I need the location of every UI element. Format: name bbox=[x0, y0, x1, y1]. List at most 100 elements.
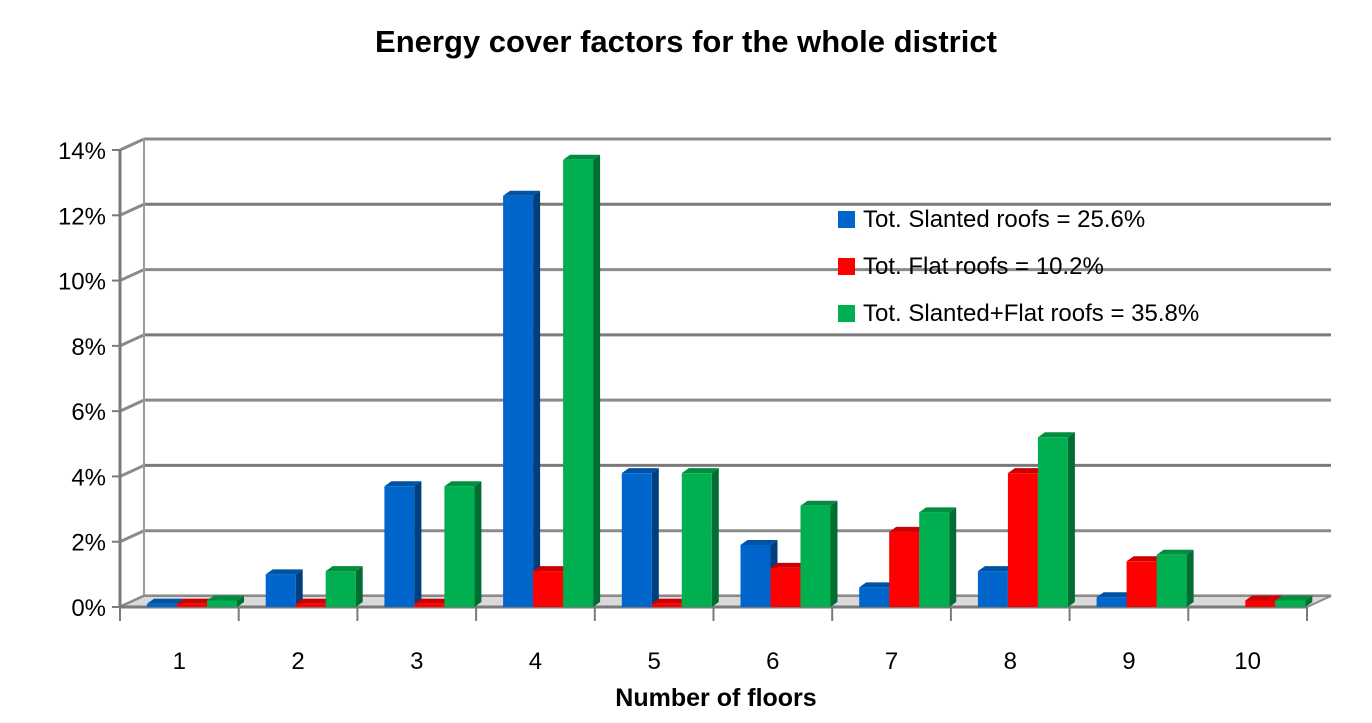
x-tick-label: 2 bbox=[291, 648, 304, 675]
bar-front bbox=[651, 603, 682, 607]
bar-top bbox=[207, 595, 244, 601]
bar-total bbox=[207, 595, 244, 607]
bar-top bbox=[1156, 549, 1194, 555]
gridline-connector bbox=[119, 398, 145, 413]
bar-total bbox=[1037, 432, 1075, 607]
bar-top bbox=[384, 481, 422, 487]
bar-front bbox=[740, 544, 771, 607]
gridline-connector bbox=[119, 333, 145, 348]
bars bbox=[147, 154, 1313, 608]
y-tick-label: 14% bbox=[58, 138, 106, 165]
bar-top bbox=[651, 598, 689, 604]
bar-top bbox=[1245, 595, 1283, 601]
bar-top bbox=[1096, 592, 1134, 598]
bar-top bbox=[800, 500, 838, 506]
bar-top bbox=[533, 566, 571, 572]
bar-side bbox=[237, 595, 244, 607]
legend-label-slanted: Tot. Slanted roofs = 25.6% bbox=[863, 205, 1146, 233]
chart-title: Energy cover factors for the whole distr… bbox=[375, 24, 997, 59]
legend-label-total: Tot. Slanted+Flat roofs = 35.8% bbox=[863, 299, 1200, 327]
bar-top bbox=[295, 598, 333, 604]
bar-front bbox=[1096, 597, 1127, 607]
bar-front bbox=[177, 603, 207, 607]
bar-top bbox=[177, 598, 214, 604]
y-tick-label: 6% bbox=[71, 399, 106, 426]
bar-side bbox=[651, 468, 659, 607]
bar-total bbox=[563, 154, 601, 608]
tick-labels: 0% 2% 4% 6% 8% 10% 12% 14% 1 2 3 4 5 6 7 8 9 10 bbox=[58, 138, 1261, 675]
bar-front bbox=[147, 603, 177, 607]
bar-top bbox=[325, 566, 363, 572]
bar-front bbox=[1245, 600, 1276, 607]
bar-side bbox=[593, 154, 601, 608]
bar-side bbox=[355, 566, 363, 607]
bar-front bbox=[770, 567, 801, 607]
bar-side bbox=[1067, 432, 1075, 607]
bar-top bbox=[444, 481, 482, 487]
bar-side bbox=[1186, 549, 1194, 607]
legend-swatch-total bbox=[838, 305, 855, 322]
bar-front bbox=[265, 574, 296, 607]
x-tick-label: 4 bbox=[529, 648, 542, 675]
bar-top bbox=[563, 154, 601, 160]
bar-front bbox=[1126, 561, 1157, 607]
bar-total bbox=[681, 468, 719, 607]
bar-front bbox=[295, 603, 326, 607]
bar-front bbox=[414, 603, 445, 607]
x-tick-label: 8 bbox=[1004, 648, 1017, 675]
bar-front bbox=[384, 486, 415, 607]
bar-front bbox=[503, 195, 534, 607]
bar-front bbox=[919, 512, 950, 607]
bar-side bbox=[949, 507, 957, 607]
x-tick-label: 5 bbox=[647, 648, 660, 675]
y-tick-label: 4% bbox=[71, 464, 106, 491]
bar-slanted bbox=[621, 468, 659, 607]
bar-front bbox=[977, 571, 1008, 607]
bar-front bbox=[800, 505, 831, 607]
bar-side bbox=[295, 569, 303, 607]
gridline-connector bbox=[119, 202, 145, 217]
legend-label-flat: Tot. Flat roofs = 10.2% bbox=[863, 252, 1104, 280]
legend-swatch-flat bbox=[838, 258, 855, 275]
bar-side bbox=[830, 500, 838, 607]
gridline-connector bbox=[119, 464, 145, 478]
bar-front bbox=[1156, 554, 1187, 607]
gridline-connector bbox=[119, 137, 145, 152]
bar-top bbox=[503, 190, 541, 196]
legend-item-slanted: Tot. Slanted roofs = 25.6% bbox=[838, 196, 1199, 243]
y-tick-label: 2% bbox=[71, 530, 106, 557]
x-tick-label: 7 bbox=[885, 648, 898, 675]
x-tick-label: 10 bbox=[1234, 648, 1261, 675]
bar-front bbox=[1275, 600, 1306, 607]
y-tick-label: 10% bbox=[58, 269, 106, 296]
bar-front bbox=[563, 159, 594, 608]
x-tick-label: 9 bbox=[1122, 648, 1135, 675]
bar-top bbox=[147, 598, 184, 604]
bar-side bbox=[1305, 595, 1313, 607]
bar-top bbox=[414, 598, 452, 604]
bar-front bbox=[859, 587, 890, 607]
bar-total bbox=[325, 566, 363, 607]
bar-top bbox=[1037, 432, 1075, 438]
bar-side bbox=[414, 481, 422, 607]
bar-slanted bbox=[503, 190, 541, 607]
y-tick-label: 8% bbox=[71, 334, 106, 361]
bar-top bbox=[1007, 468, 1045, 474]
bar-front bbox=[681, 473, 712, 607]
bar-slanted bbox=[384, 481, 422, 607]
y-tick-label: 0% bbox=[71, 595, 106, 622]
bar-top bbox=[265, 569, 303, 575]
x-tick-label: 1 bbox=[173, 648, 186, 675]
bar-front bbox=[621, 473, 652, 607]
bar-top bbox=[919, 507, 957, 513]
y-tick-label: 12% bbox=[58, 203, 106, 230]
bar-front bbox=[533, 571, 564, 607]
bar-total bbox=[1156, 549, 1194, 607]
bar-front bbox=[1007, 473, 1038, 607]
gridlines bbox=[119, 137, 1331, 609]
bar-front bbox=[325, 571, 356, 607]
bar-front bbox=[207, 600, 237, 607]
bar-top bbox=[859, 582, 897, 588]
bar-total bbox=[919, 507, 957, 607]
